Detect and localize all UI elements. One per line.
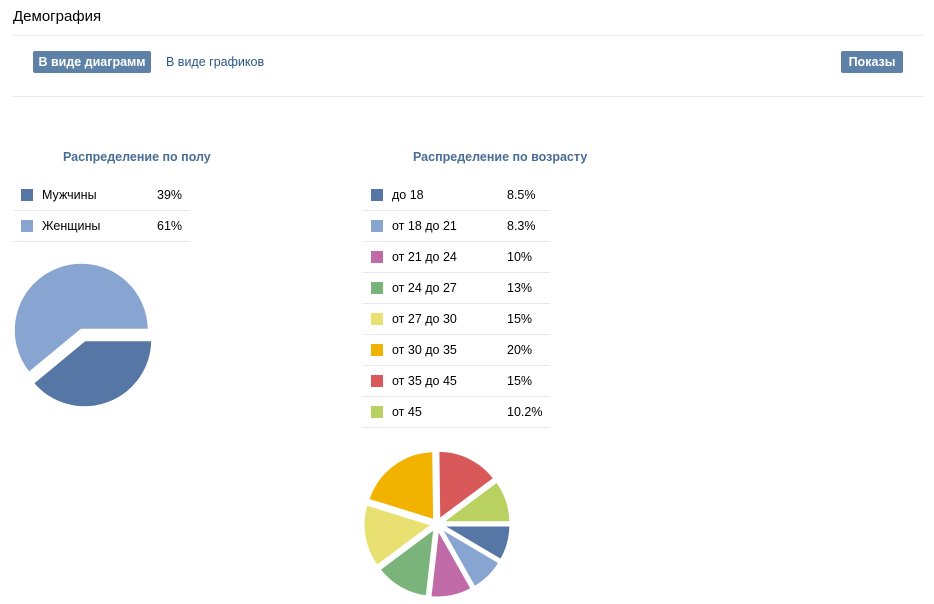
page-title: Демография	[13, 8, 102, 25]
shows-button[interactable]: Показы	[841, 51, 903, 73]
legend-label: Мужчины	[42, 188, 97, 202]
legend-swatch	[21, 189, 33, 201]
legend-item: от 45 10.2%	[363, 397, 550, 428]
age-legend: до 18 8.5% от 18 до 21 8.3% от 21 до 24 10% от…	[363, 180, 550, 428]
legend-item: до 18 8.5%	[363, 180, 550, 211]
diagram-view-button[interactable]: В виде диаграмм	[33, 51, 151, 73]
pie-slice-до-18	[439, 523, 513, 563]
legend-item: от 30 до 35 20%	[363, 335, 550, 366]
legend-value: 61%	[157, 219, 183, 233]
legend-item: от 18 до 21 8.3%	[363, 211, 550, 242]
legend-item: Женщины 61%	[13, 211, 190, 242]
legend-swatch	[371, 251, 383, 263]
legend-item: от 21 до 24 10%	[363, 242, 550, 273]
pie-slice-от-30-до-35	[366, 449, 437, 523]
legend-label: Женщины	[42, 219, 101, 233]
legend-swatch	[371, 344, 383, 356]
legend-value: 15%	[507, 374, 533, 388]
legend-swatch	[371, 406, 383, 418]
legend-item: от 35 до 45 15%	[363, 366, 550, 397]
legend-label: от 30 до 35	[392, 343, 457, 357]
pie-slice-от-27-до-30	[361, 502, 435, 569]
pie-slice-от-18-до-21	[438, 525, 502, 590]
pie-slice-мужчины	[30, 338, 155, 410]
legend-item: от 24 до 27 13%	[363, 273, 550, 304]
legend-value: 15%	[507, 312, 533, 326]
legend-label: от 45	[392, 405, 422, 419]
divider-toolbar	[13, 96, 923, 97]
age-pie-chart	[361, 448, 513, 600]
legend-swatch	[371, 375, 383, 387]
legend-label: от 18 до 21	[392, 219, 457, 233]
legend-label: до 18	[392, 188, 424, 202]
legend-value: 20%	[507, 343, 533, 357]
legend-value: 39%	[157, 188, 183, 202]
pie-slice-женщины	[11, 260, 151, 376]
legend-value: 8.3%	[507, 219, 536, 233]
legend-label: от 27 до 30	[392, 312, 457, 326]
gender-chart-title: Распределение по полу	[63, 150, 211, 164]
legend-value: 13%	[507, 281, 533, 295]
divider-top	[13, 35, 923, 36]
legend-label: от 24 до 27	[392, 281, 457, 295]
pie-slice-от-21-до-24	[428, 526, 474, 600]
legend-swatch	[21, 220, 33, 232]
legend-label: от 35 до 45	[392, 374, 457, 388]
pie-slice-от-24-до-27	[377, 525, 437, 599]
legend-swatch	[371, 220, 383, 232]
gender-pie-chart	[11, 260, 155, 410]
legend-swatch	[371, 313, 383, 325]
legend-item: Мужчины 39%	[13, 180, 190, 211]
pie-slice-от-45	[439, 479, 513, 525]
age-chart-title: Распределение по возрасту	[413, 150, 588, 164]
legend-swatch	[371, 282, 383, 294]
pie-slice-от-35-до-45	[436, 448, 497, 522]
legend-item: от 27 до 30 15%	[363, 304, 550, 335]
legend-label: от 21 до 24	[392, 250, 457, 264]
legend-value: 8.5%	[507, 188, 536, 202]
legend-value: 10%	[507, 250, 533, 264]
legend-value: 10.2%	[507, 405, 543, 419]
legend-swatch	[371, 189, 383, 201]
gender-legend: Мужчины 39% Женщины 61%	[13, 180, 190, 242]
graph-view-link[interactable]: В виде графиков	[166, 55, 265, 69]
